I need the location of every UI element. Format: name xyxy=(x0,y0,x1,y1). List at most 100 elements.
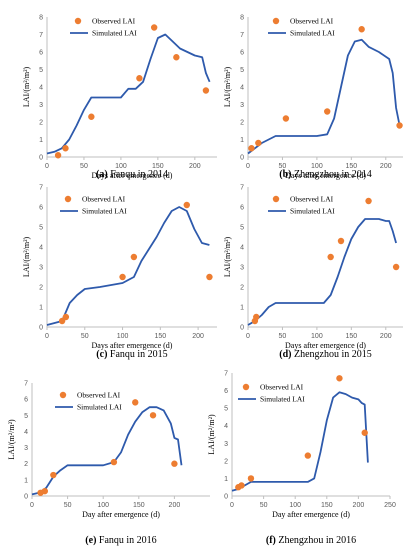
observed-lai-point xyxy=(62,145,69,152)
caption-letter: (c) xyxy=(96,349,107,360)
y-tick-label: 3 xyxy=(39,102,43,109)
y-axis-label: LAI/(m²/m²) xyxy=(223,236,232,277)
x-tick-label: 100 xyxy=(115,163,127,170)
chart-panel-1: 0 1 2 3 4 5 6 7 8 0 50 100 150 200 Days after emergenc… xyxy=(22,15,217,180)
observed-lai-point xyxy=(110,458,118,466)
y-tick-label: 7 xyxy=(240,32,244,39)
x-tick-label: 50 xyxy=(260,502,268,509)
observed-lai-point xyxy=(173,54,180,61)
observed-lai-point xyxy=(327,253,334,261)
y-tick-label: 0 xyxy=(240,325,244,332)
y-tick-label: 0 xyxy=(224,494,228,501)
x-tick-label: 50 xyxy=(81,333,89,340)
x-tick-label: 200 xyxy=(380,333,392,340)
chart-panel-5: 0 1 2 3 4 5 6 7 0 50 100 150 200 Day after emergence … xyxy=(7,381,210,546)
x-tick-label: 0 xyxy=(230,502,234,509)
x-tick-label: 150 xyxy=(345,333,357,340)
y-tick-label: 5 xyxy=(24,413,28,420)
x-axis-label: Days after emergence (d) xyxy=(285,341,366,350)
y-tick-label: 6 xyxy=(240,205,244,212)
legend-observed-marker xyxy=(272,17,280,25)
panel-caption: (e) Fanqu in 2016 xyxy=(85,535,156,546)
y-axis-label: LAI/(m²/m²) xyxy=(207,414,216,455)
observed-lai-point xyxy=(150,24,158,31)
y-tick-label: 6 xyxy=(24,397,28,404)
simulated-lai-line xyxy=(31,406,183,496)
x-tick-label: 200 xyxy=(380,163,392,170)
caption-text: Zhengzhou in 2016 xyxy=(276,535,356,546)
y-tick-label: 0 xyxy=(39,155,43,162)
observed-lai-point xyxy=(324,108,331,115)
legend-observed-marker xyxy=(64,195,72,203)
caption-letter: (f) xyxy=(266,535,276,546)
y-tick-label: 1 xyxy=(39,305,43,312)
simulated-lai-line xyxy=(247,218,397,326)
legend-observed-label: Observed LAI xyxy=(82,195,126,204)
y-tick-label: 5 xyxy=(240,67,244,74)
x-tick-label: 50 xyxy=(64,502,72,509)
legend-simulated-label: Simulated LAI xyxy=(290,29,335,38)
observed-lai-point xyxy=(365,197,372,205)
observed-lai-point xyxy=(62,313,70,321)
caption-text: Zhengzhou in 2015 xyxy=(291,349,371,360)
observed-lai-point xyxy=(396,122,403,129)
y-tick-label: 8 xyxy=(39,15,43,22)
y-tick-label: 0 xyxy=(24,494,28,501)
y-tick-label: 3 xyxy=(39,265,43,272)
y-tick-label: 6 xyxy=(224,388,228,395)
observed-lai-point xyxy=(206,273,213,281)
observed-lai-point xyxy=(337,237,345,245)
observed-lai-point xyxy=(171,460,178,467)
panel-caption: (c) Fanqu in 2015 xyxy=(96,349,167,360)
observed-lai-point xyxy=(361,429,368,436)
y-tick-label: 5 xyxy=(240,225,244,232)
observed-lai-point xyxy=(149,412,157,419)
y-tick-label: 2 xyxy=(240,120,244,127)
legend: Observed LAI Simulated LAI xyxy=(238,383,305,404)
observed-lai-point xyxy=(304,452,312,459)
chart-panel-2: 0 1 2 3 4 5 6 7 8 0 50 100 150 200 Days after emergenc… xyxy=(223,15,403,180)
legend-observed-marker xyxy=(272,195,280,203)
y-tick-label: 7 xyxy=(240,185,244,192)
legend: Observed LAI Simulated LAI xyxy=(70,17,137,38)
x-tick-label: 200 xyxy=(192,333,204,340)
legend-observed-label: Observed LAI xyxy=(290,17,334,26)
x-tick-label: 100 xyxy=(311,163,323,170)
y-axis-label: LAI/(m²/m²) xyxy=(7,419,16,460)
observed-lai-point xyxy=(132,399,139,406)
observed-lai-point xyxy=(88,113,95,120)
observed-lai-point xyxy=(202,87,210,94)
y-tick-label: 7 xyxy=(24,381,28,388)
x-axis-label: Day after emergence (d) xyxy=(82,510,160,519)
y-tick-label: 6 xyxy=(39,205,43,212)
x-axis-label: Day after emergence (d) xyxy=(272,510,350,519)
caption-text: Fanqu in 2014 xyxy=(108,169,168,180)
y-tick-label: 3 xyxy=(240,102,244,109)
legend-observed-marker xyxy=(74,17,82,25)
y-tick-label: 5 xyxy=(39,67,43,74)
x-tick-label: 150 xyxy=(345,163,357,170)
observed-lai-point xyxy=(248,145,255,152)
panel-caption: (f) Zhengzhou in 2016 xyxy=(266,535,356,546)
observed-lai-point xyxy=(119,273,126,281)
x-tick-label: 150 xyxy=(133,502,145,509)
x-tick-label: 100 xyxy=(117,333,129,340)
y-tick-label: 5 xyxy=(224,406,228,413)
y-tick-label: 0 xyxy=(240,155,244,162)
legend-observed-label: Observed LAI xyxy=(77,391,121,400)
legend-simulated-label: Simulated LAI xyxy=(77,403,122,412)
x-tick-label: 50 xyxy=(279,163,287,170)
x-tick-label: 0 xyxy=(246,333,250,340)
legend-simulated-label: Simulated LAI xyxy=(82,207,127,216)
caption-letter: (a) xyxy=(96,169,108,180)
x-tick-label: 100 xyxy=(97,502,109,509)
observed-lai-point xyxy=(255,139,262,147)
x-tick-label: 50 xyxy=(279,333,287,340)
x-tick-label: 0 xyxy=(246,163,250,170)
observed-lai-point xyxy=(358,26,365,33)
y-tick-label: 4 xyxy=(24,429,28,436)
legend-observed-label: Observed LAI xyxy=(92,17,136,26)
caption-text: Fanqu in 2015 xyxy=(107,349,167,360)
y-tick-label: 4 xyxy=(240,85,244,92)
y-tick-label: 1 xyxy=(240,137,244,144)
